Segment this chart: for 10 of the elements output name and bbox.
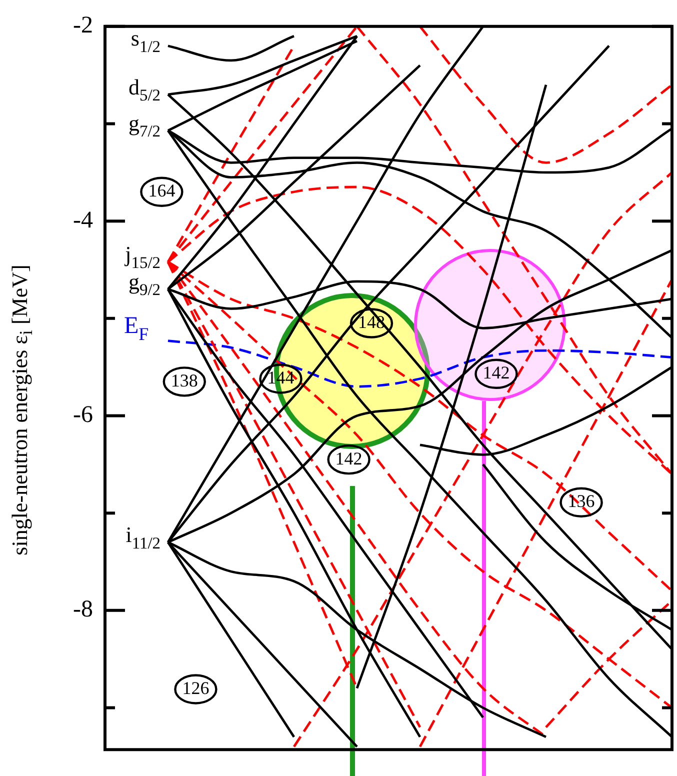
y-tick-label: -8 — [73, 596, 93, 623]
y-tick-label: -4 — [73, 207, 93, 234]
annotation: 138 — [170, 370, 198, 390]
annotation: 142 — [335, 448, 362, 468]
annotation: 136 — [568, 491, 595, 512]
annotation: 142 — [482, 362, 510, 383]
y-tick-label: -6 — [73, 402, 93, 428]
annotation: 164 — [148, 180, 176, 201]
y-tick-label: -2 — [73, 12, 93, 39]
annotation: 126 — [182, 678, 210, 698]
